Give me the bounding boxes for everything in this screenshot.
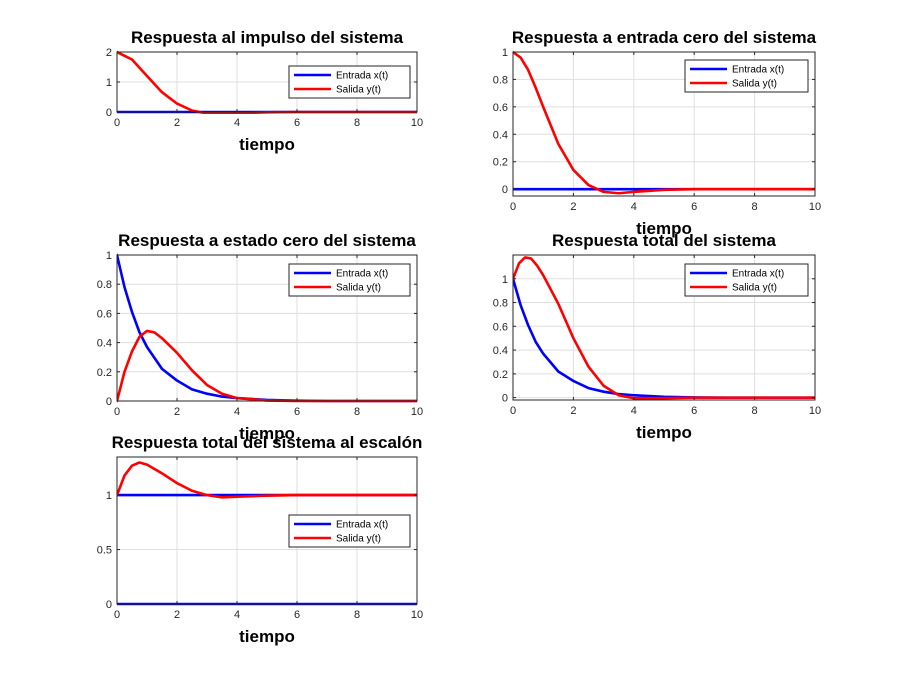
axes-box <box>512 51 816 197</box>
y-tick-label: 1 <box>106 77 112 89</box>
x-tick-label: 0 <box>510 201 516 213</box>
x-tick-label: 4 <box>234 406 240 418</box>
legend-label: Entrada x(t) <box>336 520 388 531</box>
axes-box <box>512 254 816 401</box>
x-tick-label: 2 <box>570 201 576 213</box>
legend: Entrada x(t) Salida y(t) <box>288 65 411 99</box>
chart-title: Respuesta a estado cero del sistema <box>118 231 416 250</box>
chart-3: 0 2 4 6 8 10 0 0.2 0.4 0.6 0.8 1 Respuesta a estado … <box>97 231 423 443</box>
x-axis-label: tiempo <box>239 424 295 443</box>
legend-box <box>684 59 809 93</box>
y-tick-label: 0.4 <box>97 338 112 350</box>
y-tick-label: 0.2 <box>97 367 112 379</box>
y-tick-label: 1 <box>106 490 112 502</box>
x-tick-label: 0 <box>510 405 516 417</box>
legend-label: Entrada x(t) <box>336 71 388 82</box>
x-tick-label: 10 <box>809 405 821 417</box>
y-tick-label: 0 <box>106 107 112 119</box>
legend-label: Salida y(t) <box>732 283 777 294</box>
series-line-2 <box>513 256 815 400</box>
legend-label: Salida y(t) <box>336 534 381 545</box>
chart-2: 0 2 4 6 8 10 0 0.2 0.4 0.6 0.8 1 Respuesta a entrada… <box>493 28 821 238</box>
chart-title: Respuesta total del sistema <box>552 231 776 250</box>
x-axis-label: tiempo <box>239 627 295 646</box>
chart-1: 0 2 4 6 8 10 0 1 2 Respuesta al impulso del siste… <box>106 28 423 154</box>
x-tick-label: 2 <box>174 406 180 418</box>
y-tick-label: 0 <box>502 184 508 196</box>
y-tick-label: 0.8 <box>97 279 112 291</box>
x-tick-label: 10 <box>411 406 423 418</box>
x-axis-label: tiempo <box>636 219 692 238</box>
x-tick-label: 4 <box>234 609 240 621</box>
y-tick-label: 0.5 <box>97 545 112 557</box>
legend-box <box>288 263 411 297</box>
y-tick-label: 0.2 <box>493 369 508 381</box>
series-line-2 <box>117 461 417 499</box>
legend: Entrada x(t) Salida y(t) <box>684 59 809 93</box>
series-line-2 <box>513 50 815 195</box>
x-tick-label: 6 <box>294 117 300 129</box>
y-tick-label: 2 <box>106 47 112 59</box>
chart-5: 0 2 4 6 8 10 0 0.5 1 Respuesta total del sistema … <box>97 433 423 646</box>
chart-title: Respuesta a entrada cero del sistema <box>512 28 817 47</box>
x-tick-label: 6 <box>691 201 697 213</box>
chart-4: 0 2 4 6 8 10 0 0.2 0.4 0.6 0.8 1 Respuesta total del… <box>493 231 821 442</box>
y-tick-label: 0.2 <box>493 157 508 169</box>
legend: Entrada x(t) Salida y(t) <box>288 514 411 548</box>
x-tick-label: 8 <box>354 406 360 418</box>
x-tick-label: 6 <box>294 406 300 418</box>
x-tick-label: 8 <box>354 117 360 129</box>
axes-box <box>116 456 418 605</box>
x-tick-label: 10 <box>411 117 423 129</box>
legend-label: Entrada x(t) <box>732 269 784 280</box>
x-tick-label: 0 <box>114 609 120 621</box>
y-tick-label: 0.8 <box>493 74 508 86</box>
x-tick-label: 8 <box>354 609 360 621</box>
x-tick-label: 0 <box>114 406 120 418</box>
y-tick-label: 1 <box>106 250 112 262</box>
chart-title: Respuesta al impulso del sistema <box>131 28 404 47</box>
x-tick-label: 4 <box>234 117 240 129</box>
x-tick-label: 2 <box>174 117 180 129</box>
series-group <box>513 50 815 195</box>
legend-box <box>288 65 411 99</box>
x-tick-label: 4 <box>631 201 637 213</box>
x-tick-label: 4 <box>631 405 637 417</box>
series-group <box>513 256 815 400</box>
x-tick-label: 8 <box>752 201 758 213</box>
x-tick-label: 6 <box>691 405 697 417</box>
y-tick-label: 0.4 <box>493 345 508 357</box>
legend: Entrada x(t) Salida y(t) <box>684 263 809 297</box>
x-tick-label: 0 <box>114 117 120 129</box>
x-tick-label: 8 <box>752 405 758 417</box>
y-tick-label: 0.6 <box>493 321 508 333</box>
legend-box <box>288 514 411 548</box>
x-tick-label: 10 <box>809 201 821 213</box>
y-tick-label: 0.4 <box>493 129 508 141</box>
legend-label: Salida y(t) <box>336 85 381 96</box>
legend-label: Salida y(t) <box>732 79 777 90</box>
y-tick-label: 0.8 <box>493 298 508 310</box>
legend-label: Entrada x(t) <box>336 269 388 280</box>
axes-box <box>116 254 418 402</box>
x-tick-label: 10 <box>411 609 423 621</box>
y-tick-label: 1 <box>502 47 508 59</box>
x-tick-label: 6 <box>294 609 300 621</box>
y-tick-label: 0 <box>502 393 508 405</box>
y-tick-label: 0 <box>106 599 112 611</box>
legend-label: Entrada x(t) <box>732 65 784 76</box>
legend-label: Salida y(t) <box>336 283 381 294</box>
y-tick-label: 0.6 <box>97 308 112 320</box>
legend-box <box>684 263 809 297</box>
x-axis-label: tiempo <box>239 135 295 154</box>
x-axis-label: tiempo <box>636 423 692 442</box>
y-tick-label: 0.6 <box>493 102 508 114</box>
y-tick-label: 0 <box>106 396 112 408</box>
x-tick-label: 2 <box>174 609 180 621</box>
legend: Entrada x(t) Salida y(t) <box>288 263 411 297</box>
chart-title: Respuesta total del sistema al escalón <box>112 433 423 452</box>
y-tick-label: 1 <box>502 274 508 286</box>
x-tick-label: 2 <box>570 405 576 417</box>
